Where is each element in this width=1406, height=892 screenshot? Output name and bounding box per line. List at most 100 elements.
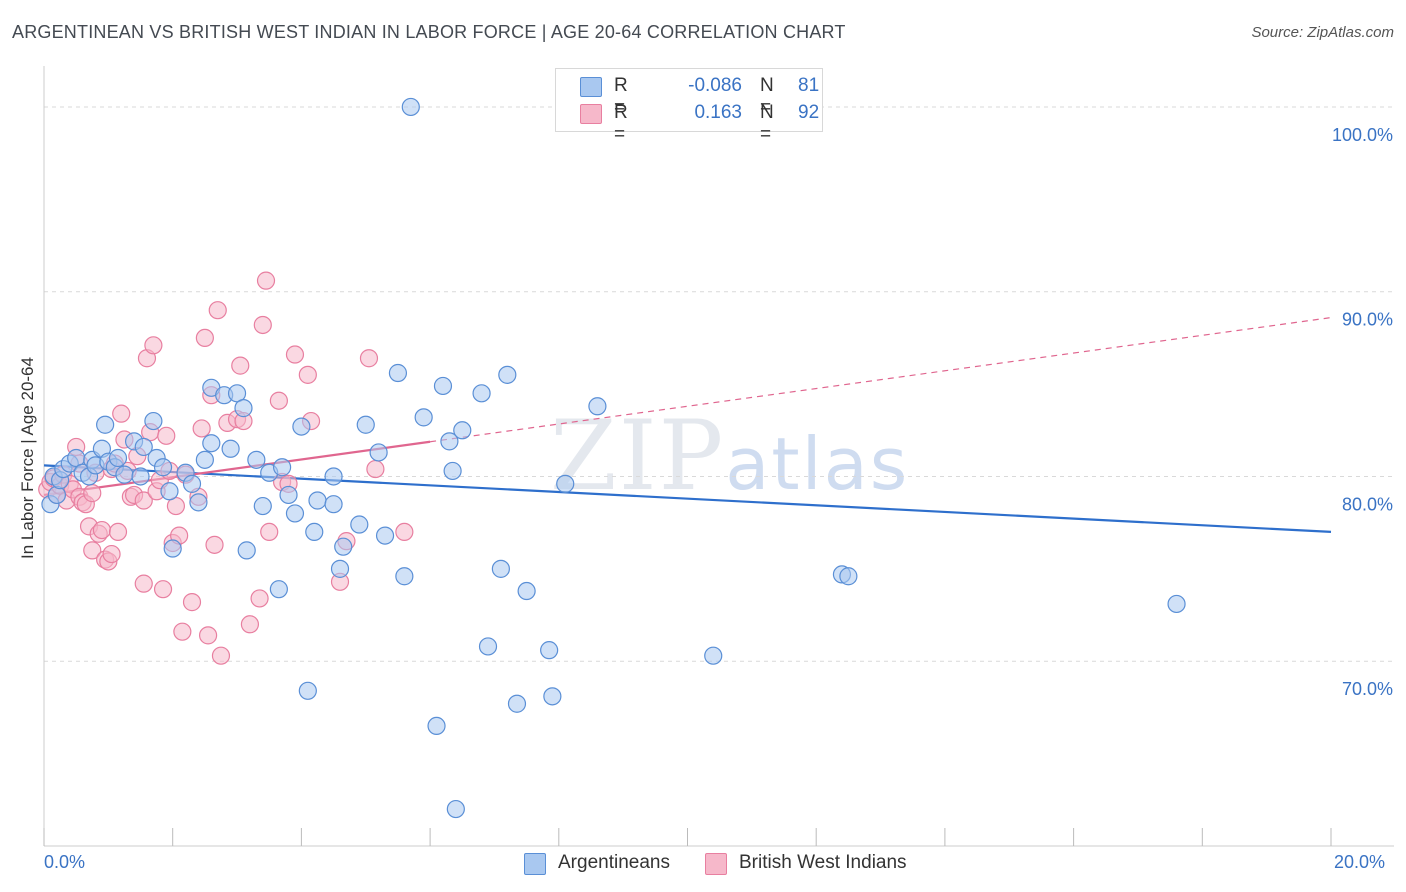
bwi-point: [112, 404, 131, 423]
argentinean-point: [163, 539, 182, 558]
argentinean-point: [472, 384, 491, 403]
bwi-point: [192, 419, 211, 438]
argentinean-point: [308, 491, 327, 510]
argentinean-point: [446, 799, 465, 819]
bwi-point: [83, 484, 102, 503]
argentinean-point: [388, 363, 408, 383]
argentinean-point: [115, 465, 134, 484]
bwi-trend-dashed: [430, 316, 1332, 443]
bwi-point: [173, 622, 192, 641]
argentinean-point: [253, 496, 272, 516]
bwi-point: [269, 391, 288, 410]
argentinean-point: [269, 580, 288, 599]
argentinean-point: [588, 397, 607, 416]
argentinean-point: [540, 641, 559, 660]
source-attribution: Source: ZipAtlas.com: [1251, 24, 1394, 41]
argentinean-point: [292, 417, 311, 436]
argentinean-point: [195, 450, 214, 469]
argentinean-point: [440, 432, 459, 451]
argentinean-point: [556, 474, 575, 493]
legend-swatch-blue: [524, 853, 546, 875]
argentinean-point: [47, 485, 66, 505]
y-tick-labels: 70.0% 80.0% 90.0% 100.0%: [1332, 125, 1393, 699]
argentinean-point: [202, 434, 221, 453]
argentinean-point: [234, 399, 253, 418]
argentinean-point: [414, 408, 433, 427]
argentineans-trend: [43, 464, 1332, 534]
watermark-atlas: atlas: [725, 422, 910, 506]
argentinean-point: [839, 567, 858, 586]
argentinean-point: [401, 97, 420, 117]
argentinean-point: [237, 541, 256, 560]
y-tick-label: 90.0%: [1342, 310, 1393, 330]
argentinean-point: [285, 504, 305, 523]
bwi-point: [205, 535, 224, 554]
argentinean-point: [221, 439, 240, 458]
legend-n-label: N =: [760, 102, 774, 145]
axes: [43, 66, 1394, 847]
argentinean-point: [356, 415, 375, 434]
argentinean-point: [272, 458, 292, 477]
bwi-point: [92, 520, 112, 540]
bwi-trend-solid: [43, 440, 431, 497]
bwi-point: [256, 271, 276, 290]
argentinean-point: [543, 687, 562, 706]
stats-legend: R = -0.086 N = 81 R = 0.163 N = 92: [555, 68, 823, 145]
argentinean-point: [1167, 594, 1186, 614]
argentinean-point: [427, 716, 446, 736]
legend-r-value: -0.086: [688, 75, 742, 96]
argentinean-point: [298, 681, 317, 700]
legend-r-label: R =: [614, 75, 628, 118]
legend-swatch-pink: [580, 104, 602, 124]
bwi-point: [144, 336, 163, 355]
bwi-point: [102, 544, 121, 564]
y-tick-label: 80.0%: [1342, 494, 1393, 514]
bwi-point: [134, 574, 153, 593]
argentinean-point: [324, 467, 343, 486]
bwi-point: [108, 522, 128, 542]
legend-r-value: 0.163: [694, 102, 742, 123]
argentinean-point: [182, 474, 202, 493]
argentinean-point: [144, 411, 163, 431]
argentinean-point: [517, 581, 536, 601]
argentinean-point: [507, 694, 527, 713]
legend-label-bwi: British West Indians: [739, 852, 907, 873]
bwi-point: [285, 345, 305, 364]
bwi-point: [260, 522, 279, 542]
argentinean-point: [305, 522, 324, 542]
argentinean-point: [433, 376, 453, 396]
bwi-point: [298, 365, 317, 384]
bwi-point: [208, 301, 227, 320]
bwi-points: [38, 271, 414, 665]
argentinean-point: [478, 637, 498, 656]
grid-lines: [44, 106, 1394, 662]
argentinean-point: [395, 567, 414, 586]
bwi-point: [195, 328, 214, 348]
y-axis-label: In Labor Force | Age 20-64: [18, 357, 37, 559]
bwi-point: [134, 491, 153, 510]
bwi-point: [153, 580, 173, 599]
legend-swatch-blue: [580, 77, 602, 97]
argentinean-point: [369, 443, 388, 462]
argentinean-point: [247, 450, 266, 469]
bwi-point: [83, 541, 102, 560]
bwi-trend: [43, 316, 1332, 497]
argentinean-point: [334, 537, 353, 556]
legend-label-argentineans: Argentineans: [558, 852, 670, 873]
bwi-point: [182, 593, 202, 612]
argentinean-point: [443, 461, 462, 481]
argentinean-point: [108, 448, 128, 468]
legend-swatch-pink: [705, 853, 727, 875]
bwi-point: [253, 315, 272, 335]
argentinean-point: [96, 415, 115, 434]
argentinean-point: [330, 559, 350, 578]
argentinean-point: [350, 515, 369, 534]
bwi-point: [395, 522, 414, 542]
argentinean-point: [375, 526, 395, 545]
legend-n-label: N =: [760, 75, 774, 118]
argentinean-point: [160, 482, 179, 501]
argentinean-point: [453, 421, 472, 440]
bwi-point: [240, 615, 260, 634]
argentineans-trend-line: [43, 464, 1332, 534]
